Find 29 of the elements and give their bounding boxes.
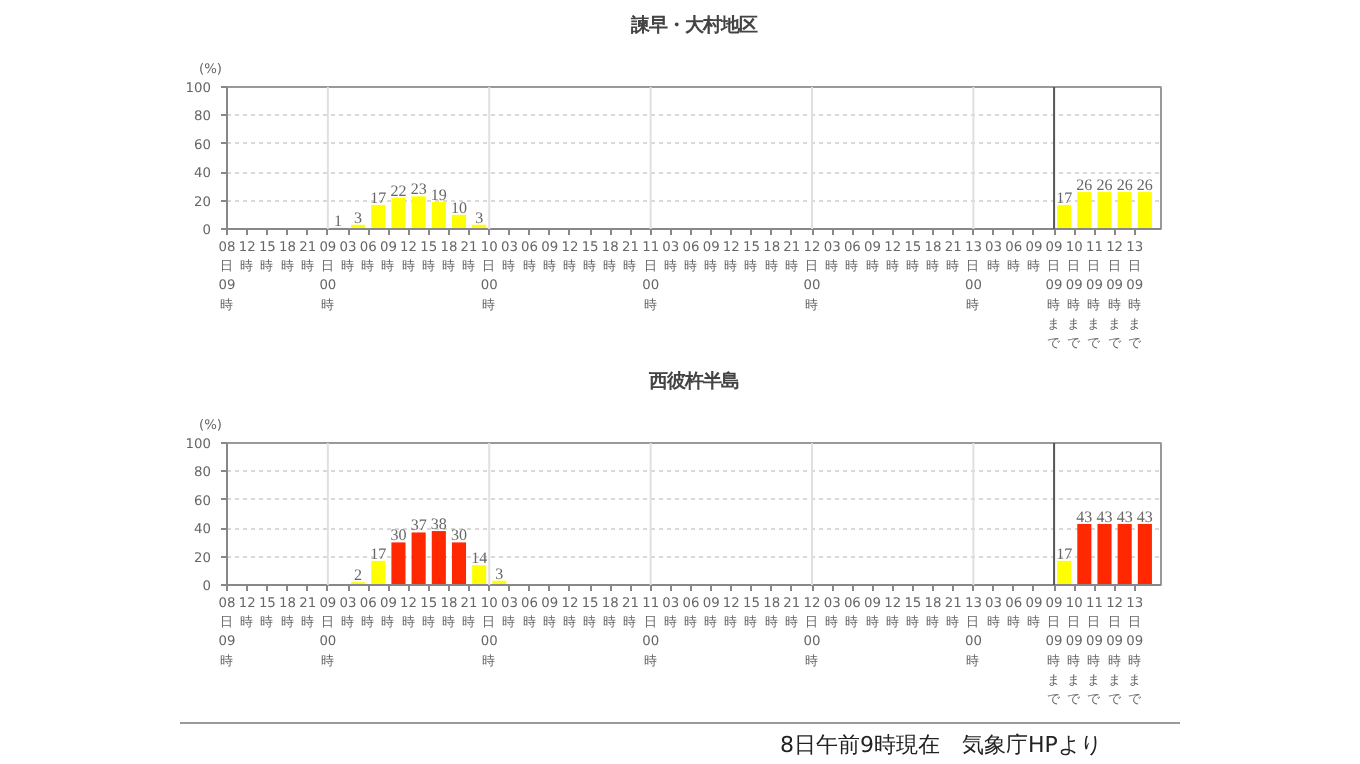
- data-label: 3: [475, 208, 484, 227]
- data-label: 30: [450, 526, 467, 545]
- data-label: 37: [410, 516, 427, 535]
- data-label: 22: [390, 181, 407, 200]
- data-label: 17: [1056, 544, 1073, 563]
- chart-title: 諫早・大村地区: [629, 15, 757, 37]
- data-label: 17: [370, 188, 387, 207]
- data-label: 43: [1076, 507, 1093, 526]
- data-label: 3: [354, 208, 363, 227]
- data-label: 19: [430, 186, 447, 205]
- data-label: 26: [1136, 176, 1153, 195]
- data-label: 43: [1116, 507, 1133, 526]
- data-label: 43: [1136, 507, 1153, 526]
- data-label: 2: [354, 566, 363, 585]
- data-label: 17: [1056, 188, 1073, 207]
- data-label: 1: [333, 211, 342, 230]
- data-label: 14: [471, 549, 488, 568]
- data-label: 26: [1116, 176, 1133, 195]
- data-label: 38: [430, 515, 447, 534]
- data-label: 26: [1096, 176, 1113, 195]
- chart-title: 西彼杵半島: [647, 371, 739, 393]
- data-label: 3: [495, 564, 504, 583]
- data-label: 17: [370, 544, 387, 563]
- data-label: 23: [410, 180, 427, 199]
- data-label: 30: [390, 526, 407, 545]
- data-label: 10: [450, 198, 467, 217]
- text: 8日午前9時現在 気象庁HPより: [780, 730, 1102, 762]
- data-label: 43: [1096, 507, 1113, 526]
- data-label: 26: [1076, 176, 1093, 195]
